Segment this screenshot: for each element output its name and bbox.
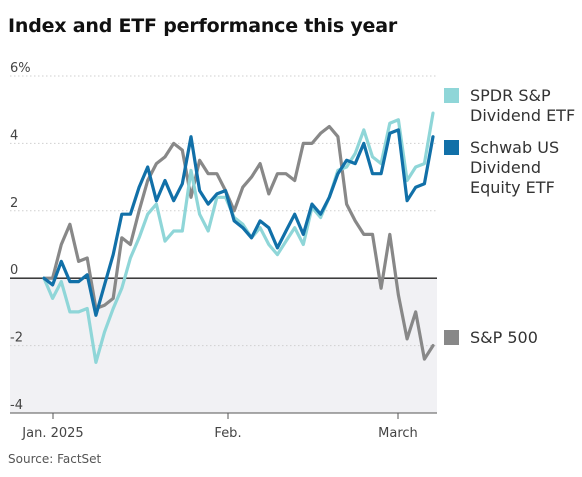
y-tick-label: 2 [10, 196, 18, 211]
y-tick-label: 0 [10, 263, 18, 278]
legend-label: Schwab US [470, 138, 559, 157]
legend-swatch [444, 140, 459, 155]
series-line-schwab-us-dividend-equity-etf [42, 128, 435, 317]
series-line-spdr-s-p-dividend-etf [42, 111, 435, 364]
legend-label: SPDR S&P [470, 86, 551, 105]
y-tick-label: 4 [10, 128, 18, 143]
plot-background-negative [10, 278, 437, 413]
chart-title: Index and ETF performance this year [8, 15, 398, 37]
y-tick-label: 6% [10, 61, 31, 76]
x-tick-label: Feb. [214, 426, 241, 441]
legend-label: Dividend [470, 158, 541, 177]
y-tick-label: -4 [10, 398, 23, 413]
series-line-s-p-500 [42, 124, 435, 361]
legend-swatch [444, 330, 459, 345]
x-tick-label: March [378, 426, 418, 441]
y-tick-label: -2 [10, 331, 23, 346]
x-tick-label: Jan. 2025 [21, 426, 83, 441]
legend-label: S&P 500 [470, 328, 538, 347]
legend-label: Equity ETF [470, 178, 555, 197]
legend-label: Dividend ETF [470, 106, 575, 125]
legend-swatch [444, 88, 459, 103]
source-note: Source: FactSet [8, 452, 102, 466]
